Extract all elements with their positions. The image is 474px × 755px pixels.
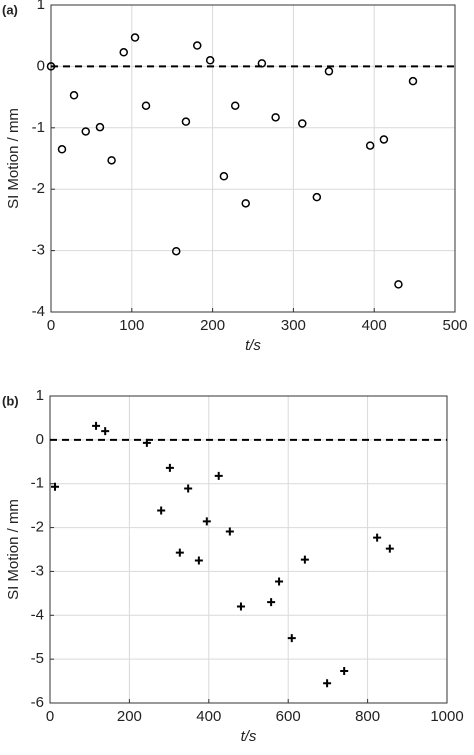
y-tick-label: -5 xyxy=(31,650,44,667)
point xyxy=(214,471,223,480)
point xyxy=(165,463,174,472)
x-tick-label: 0 xyxy=(46,708,54,725)
y-axis-label: SI Motion / mm xyxy=(5,108,22,209)
point xyxy=(385,544,394,553)
point xyxy=(271,113,280,122)
point xyxy=(192,41,202,50)
point xyxy=(323,679,332,688)
point xyxy=(57,145,67,154)
point xyxy=(373,533,382,542)
x-tick-label: 800 xyxy=(355,708,380,725)
axes-frame xyxy=(50,4,456,313)
point xyxy=(101,427,110,436)
point xyxy=(157,506,166,515)
x-tick-label: 400 xyxy=(362,317,387,334)
point xyxy=(365,141,375,150)
x-tick-label: 0 xyxy=(47,317,55,334)
y-tick-label: -4 xyxy=(31,606,44,623)
point xyxy=(51,482,60,491)
x-tick-label: 200 xyxy=(200,317,225,334)
point xyxy=(46,62,56,71)
point xyxy=(175,548,184,557)
x-tick-label: 600 xyxy=(276,708,301,725)
x-tick-label: 200 xyxy=(117,708,142,725)
point xyxy=(141,101,151,110)
x-tick-label: 100 xyxy=(119,317,144,334)
point xyxy=(107,156,116,165)
panel-label: (b) xyxy=(2,393,19,408)
point xyxy=(257,59,267,68)
point xyxy=(184,484,193,493)
y-tick-label: -1 xyxy=(32,119,45,136)
y-axis-label: SI Motion / mm xyxy=(5,499,22,600)
y-tick-label: 0 xyxy=(37,57,45,74)
y-tick-label: -6 xyxy=(31,694,44,711)
point xyxy=(300,555,309,564)
plot-area xyxy=(50,396,447,703)
x-tick-label: 400 xyxy=(196,708,221,725)
plot-area xyxy=(51,5,455,312)
point xyxy=(241,199,250,208)
x-axis-label: t/s xyxy=(245,337,261,354)
point xyxy=(181,117,191,126)
x-tick-label: 500 xyxy=(442,317,467,334)
point xyxy=(205,56,215,65)
point xyxy=(287,634,296,643)
point xyxy=(394,280,403,289)
x-tick-label: 1000 xyxy=(430,708,463,725)
point xyxy=(324,67,334,76)
panel-label: (a) xyxy=(2,2,18,17)
point xyxy=(95,122,105,132)
point xyxy=(298,119,307,128)
y-tick-label: -3 xyxy=(32,242,45,259)
axes-frame xyxy=(49,395,448,704)
point xyxy=(81,127,90,136)
y-tick-label: -1 xyxy=(31,475,44,492)
point xyxy=(379,135,389,144)
y-tick-label: 0 xyxy=(36,431,44,448)
point xyxy=(202,517,211,526)
point xyxy=(312,192,322,202)
point xyxy=(225,527,234,536)
point xyxy=(230,101,240,110)
point xyxy=(130,33,140,42)
point xyxy=(408,76,418,86)
point xyxy=(267,598,276,607)
y-tick-label: -2 xyxy=(32,180,45,197)
point xyxy=(142,438,151,447)
y-tick-label: 1 xyxy=(37,0,45,13)
point xyxy=(194,556,203,565)
y-tick-label: -4 xyxy=(32,303,45,320)
point xyxy=(219,172,229,181)
y-tick-label: -3 xyxy=(31,562,44,579)
y-tick-label: 1 xyxy=(36,387,44,404)
x-tick-label: 300 xyxy=(281,317,306,334)
point xyxy=(171,246,181,256)
point xyxy=(69,91,79,100)
point xyxy=(92,421,101,430)
point xyxy=(340,666,349,675)
point xyxy=(119,48,128,57)
y-tick-label: -2 xyxy=(31,519,44,536)
point xyxy=(275,577,284,586)
x-axis-label: t/s xyxy=(241,728,257,745)
point xyxy=(236,602,245,611)
